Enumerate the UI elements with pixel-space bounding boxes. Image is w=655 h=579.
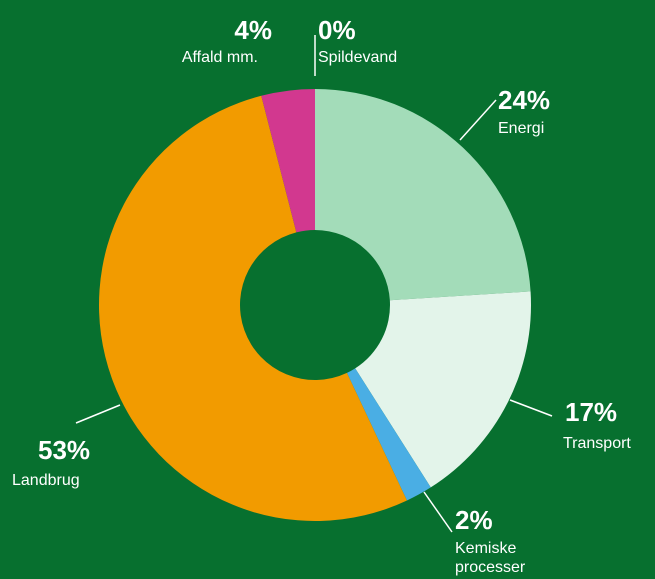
- donut-slice: [99, 95, 407, 521]
- leader-line: [459, 99, 497, 141]
- donut-slice: [261, 89, 315, 233]
- category-label: Kemiske processer: [455, 540, 526, 576]
- value-label: 0%: [318, 15, 356, 45]
- value-label: 53%: [38, 435, 91, 465]
- leader-line: [423, 491, 453, 533]
- value-label: 2%: [455, 505, 493, 535]
- leader-line: [75, 404, 121, 424]
- value-label: 4%: [234, 15, 272, 45]
- category-label: Affald mm.: [181, 49, 258, 66]
- leader-line: [509, 399, 553, 417]
- donut-slice: [315, 89, 531, 301]
- value-label: 17%: [565, 397, 618, 427]
- donut-slice: [346, 368, 431, 501]
- category-label: Landbrug: [12, 472, 80, 489]
- category-label: Spildevand: [318, 49, 398, 66]
- category-label: Energi: [498, 120, 545, 137]
- donut-slice: [355, 291, 531, 488]
- category-label: Transport: [563, 435, 631, 452]
- value-label: 24%: [498, 85, 551, 115]
